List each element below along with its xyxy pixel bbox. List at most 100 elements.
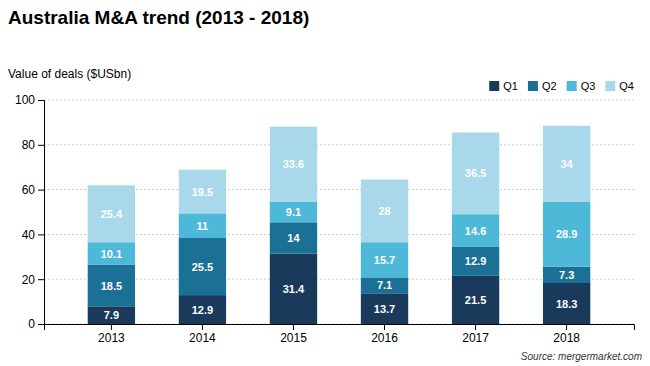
series	[88, 222, 591, 306]
data-label: 33.6	[283, 158, 304, 170]
bar	[543, 267, 590, 283]
bar	[88, 185, 135, 242]
series	[88, 126, 591, 242]
bar	[361, 277, 408, 293]
data-label: 7.1	[377, 279, 392, 291]
data-label: 11	[197, 220, 209, 232]
y-tick-mark	[38, 100, 44, 101]
y-tick: 40	[22, 228, 44, 242]
y-tick-mark	[38, 145, 44, 146]
x-tick: 2016	[371, 324, 398, 345]
y-tick-mark	[38, 234, 44, 235]
bar	[452, 132, 499, 214]
x-tick: 2017	[462, 324, 489, 345]
bar	[361, 180, 408, 243]
legend-item: Q2	[528, 80, 557, 92]
data-label: 18.5	[101, 280, 122, 292]
series	[88, 254, 591, 324]
data-label: 12.9	[192, 304, 213, 316]
x-tick-mark	[111, 324, 112, 330]
bar	[452, 247, 499, 276]
bar	[543, 202, 590, 267]
y-tick-label: 100	[15, 93, 35, 107]
x-tick-label: 2018	[553, 331, 580, 345]
y-tick-mark	[38, 324, 44, 325]
bar	[452, 276, 499, 324]
data-label: 14.6	[465, 225, 486, 237]
data-label: 21.5	[465, 294, 486, 306]
x-axis: 2013 2014 2015 2016 2017 2018	[45, 324, 635, 345]
data-label: 7.3	[559, 269, 574, 281]
data-label: 25.4	[101, 208, 123, 220]
y-tick: 60	[22, 183, 44, 197]
data-label: 28	[378, 205, 390, 217]
y-tick-label: 0	[28, 317, 35, 331]
data-label: 15.7	[374, 254, 395, 266]
data-label: 9.1	[286, 206, 301, 218]
y-tick-label: 20	[22, 273, 36, 287]
data-label: 19.5	[192, 186, 213, 198]
bar	[88, 242, 135, 265]
x-tick-label: 2013	[98, 331, 125, 345]
y-tick-label: 40	[22, 228, 36, 242]
x-tick-mark	[293, 324, 294, 330]
grid	[44, 100, 634, 324]
bar	[543, 283, 590, 324]
data-label: 28.9	[556, 228, 577, 240]
data-label: 36.5	[465, 167, 486, 179]
legend-swatch	[489, 81, 499, 91]
bar	[88, 265, 135, 306]
data-labels: 7.912.931.413.721.518.318.525.5147.112.9…	[101, 158, 578, 321]
x-tick: 2013	[98, 324, 125, 345]
x-tick-label: 2015	[280, 331, 307, 345]
x-tick: 2015	[280, 324, 307, 345]
bar	[179, 295, 226, 324]
legend-swatch	[567, 81, 577, 91]
y-tick: 100	[15, 93, 44, 107]
x-tick: 2014	[189, 324, 216, 345]
data-label: 7.9	[104, 309, 119, 321]
y-tick: 20	[22, 273, 44, 287]
bar	[270, 254, 317, 324]
data-label: 18.3	[556, 298, 577, 310]
chart: 0 20 40 60 80 100 2013 2014 2015 2016 2017 2018 7.9 1…	[0, 0, 650, 366]
data-label: 34	[560, 158, 573, 170]
y-tick: 80	[22, 138, 44, 152]
bar	[88, 306, 135, 324]
y-axis: 0 20 40 60 80 100	[15, 93, 45, 331]
x-tick-mark	[475, 324, 476, 330]
data-label: 31.4	[283, 283, 305, 295]
bar	[179, 213, 226, 238]
legend-swatch	[605, 81, 615, 91]
x-axis-line	[45, 325, 635, 331]
legend-label: Q3	[581, 80, 596, 92]
bar	[270, 222, 317, 253]
legend-item: Q1	[489, 80, 518, 92]
bar	[361, 242, 408, 277]
x-tick-label: 2016	[371, 331, 398, 345]
data-label: 25.5	[192, 261, 213, 273]
data-label: 12.9	[465, 255, 486, 267]
y-tick-mark	[38, 190, 44, 191]
x-tick-label: 2014	[189, 331, 216, 345]
x-tick-mark	[566, 324, 567, 330]
x-tick-mark	[384, 324, 385, 330]
bar	[179, 170, 226, 214]
bar	[361, 293, 408, 324]
bar	[543, 126, 590, 202]
y-tick: 0	[28, 317, 44, 331]
bars	[88, 126, 591, 324]
bar	[270, 127, 317, 202]
legend-label: Q4	[619, 80, 634, 92]
data-label: 14	[287, 232, 300, 244]
bar	[179, 238, 226, 295]
legend-label: Q2	[542, 80, 557, 92]
legend: Q1 Q2 Q3 Q4	[489, 80, 634, 92]
y-tick-label: 80	[22, 138, 36, 152]
source: Source: mergermarket.com	[521, 351, 642, 362]
bar	[452, 214, 499, 247]
legend-label: Q1	[503, 80, 518, 92]
x-tick-label: 2017	[462, 331, 489, 345]
legend-item: Q3	[567, 80, 596, 92]
subtitle: Value of deals ($USbn)	[8, 67, 131, 81]
